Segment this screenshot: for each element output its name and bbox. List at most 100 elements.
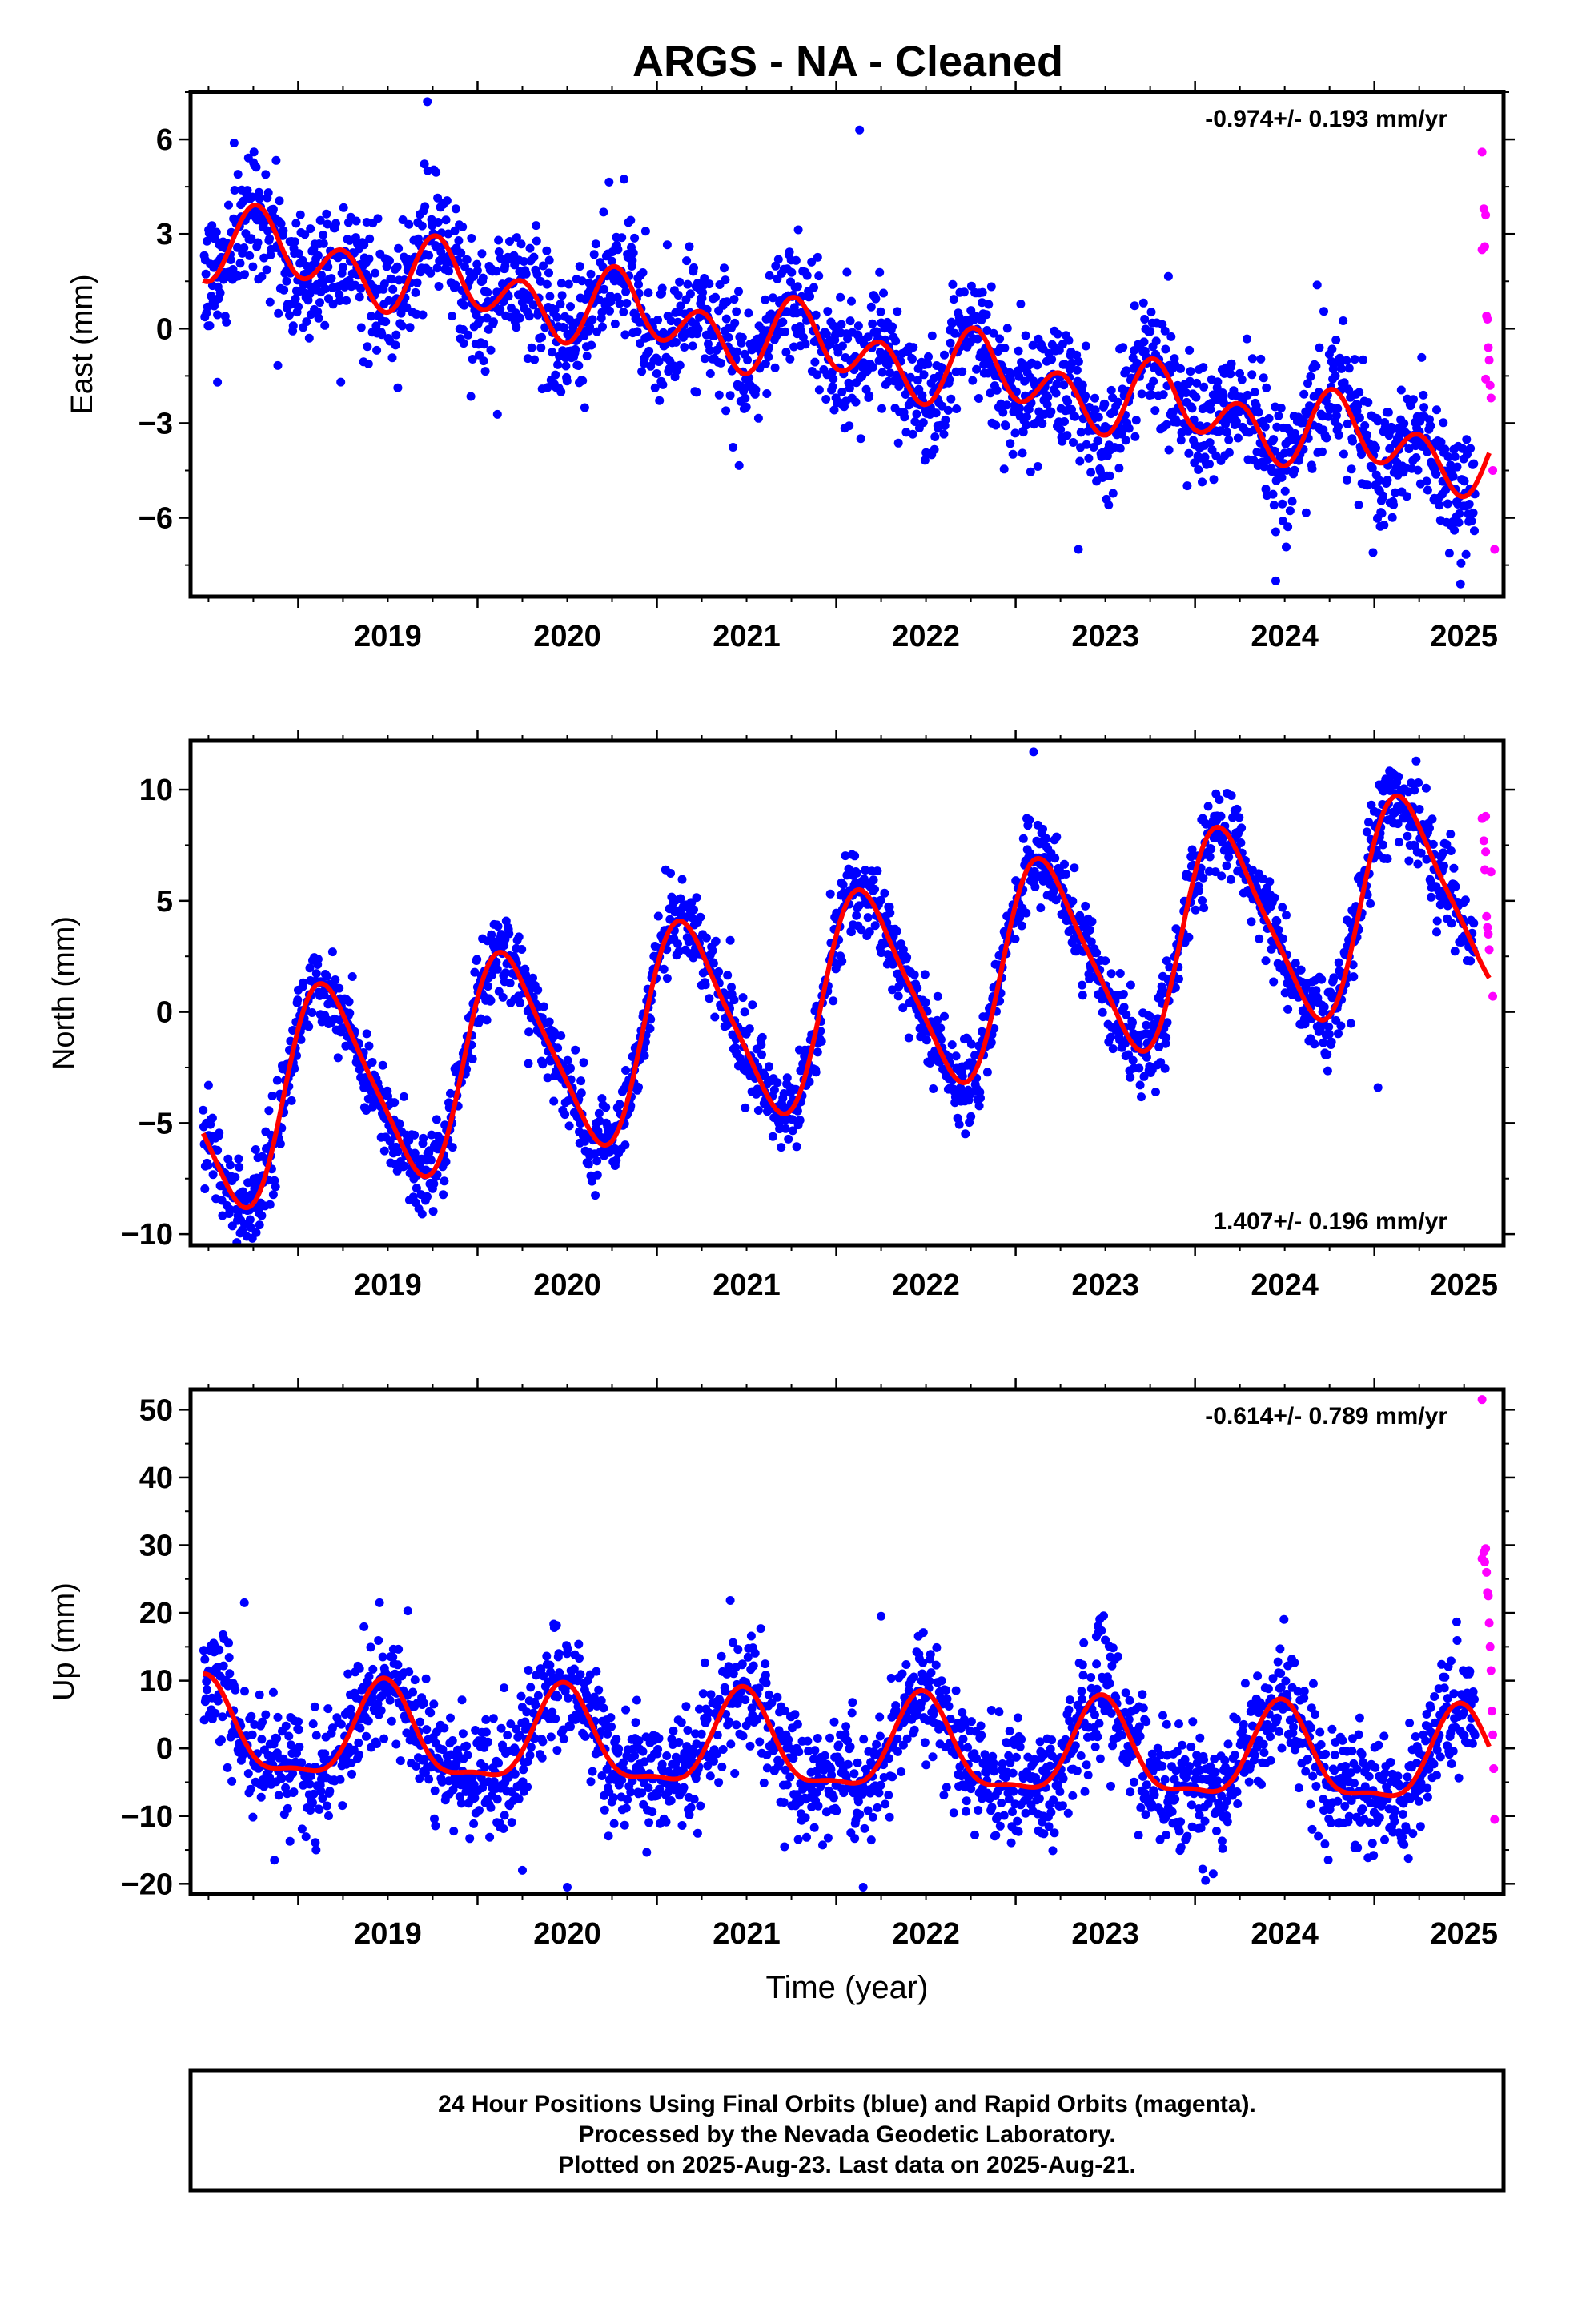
final-point	[1226, 875, 1235, 884]
final-point	[714, 390, 724, 400]
final-point	[288, 1769, 298, 1779]
final-point	[615, 1100, 624, 1109]
final-point	[1070, 863, 1079, 873]
final-point	[999, 464, 1009, 474]
final-point	[1349, 972, 1359, 982]
final-point	[362, 1731, 371, 1741]
final-point	[1270, 893, 1279, 903]
final-point	[295, 210, 305, 219]
final-point	[1467, 517, 1476, 526]
final-point	[1421, 783, 1431, 793]
final-point	[1186, 367, 1195, 376]
final-point	[1030, 883, 1040, 891]
final-point	[272, 1734, 282, 1743]
final-point	[658, 380, 668, 389]
final-point	[1050, 854, 1060, 863]
final-point	[709, 959, 718, 968]
final-point	[1162, 420, 1171, 429]
final-point	[605, 306, 614, 316]
final-point	[277, 1774, 287, 1783]
final-point	[339, 263, 347, 272]
final-point	[1319, 307, 1328, 316]
final-point	[1387, 422, 1396, 432]
final-point	[319, 991, 329, 1000]
final-point	[1362, 827, 1371, 837]
final-point	[591, 1191, 600, 1200]
final-point	[1247, 917, 1256, 927]
final-point	[1198, 896, 1207, 905]
final-point	[1348, 436, 1357, 446]
final-point	[213, 377, 223, 387]
final-point	[1176, 364, 1186, 373]
final-point	[1428, 839, 1438, 849]
final-point	[234, 1154, 243, 1164]
final-point	[845, 421, 854, 431]
final-point	[850, 851, 860, 861]
final-point	[1052, 832, 1062, 842]
final-point	[675, 277, 685, 287]
final-point	[788, 1126, 797, 1136]
final-point	[265, 234, 275, 243]
final-point	[295, 1742, 304, 1751]
final-point	[929, 1084, 938, 1093]
final-point	[211, 227, 221, 237]
final-point	[542, 279, 552, 289]
final-point	[207, 1113, 217, 1123]
final-point	[781, 327, 790, 336]
final-point	[199, 1646, 208, 1655]
final-point	[851, 397, 861, 407]
final-point	[203, 1080, 213, 1090]
final-point	[200, 1184, 210, 1193]
final-point	[1272, 916, 1282, 926]
final-point	[290, 1063, 299, 1073]
final-point	[411, 287, 420, 297]
final-point	[323, 1704, 333, 1714]
final-point	[729, 295, 739, 304]
final-point	[1468, 508, 1478, 517]
final-point	[847, 296, 856, 306]
final-point	[1006, 369, 1016, 379]
final-point	[420, 159, 429, 169]
final-point	[813, 1047, 822, 1057]
final-point	[745, 1024, 754, 1034]
final-point	[1404, 856, 1414, 866]
final-point	[852, 911, 861, 920]
model-fit-line	[202, 203, 1492, 500]
final-point	[1264, 414, 1274, 423]
final-point	[363, 1716, 373, 1726]
final-point	[356, 323, 366, 332]
final-point	[582, 352, 592, 361]
final-point	[1081, 901, 1090, 911]
final-point	[460, 262, 469, 271]
rapid-point	[1484, 929, 1493, 939]
final-point	[689, 953, 698, 963]
final-point	[863, 913, 873, 923]
final-point	[705, 369, 715, 378]
final-point	[823, 307, 833, 316]
final-point	[308, 1798, 317, 1807]
final-point	[876, 307, 885, 316]
final-point	[381, 317, 391, 327]
final-point	[989, 328, 998, 338]
final-point	[404, 1667, 414, 1677]
final-point	[229, 139, 239, 147]
final-point	[379, 1734, 389, 1743]
rapid-point	[1481, 374, 1491, 384]
final-point	[1462, 435, 1472, 444]
final-point	[621, 287, 631, 296]
final-point	[1118, 343, 1128, 352]
final-point	[422, 1725, 432, 1735]
final-point	[391, 1739, 401, 1749]
final-point	[374, 1636, 383, 1645]
final-point	[1329, 360, 1339, 369]
final-point	[373, 214, 383, 223]
final-point	[400, 1092, 408, 1101]
final-point	[829, 374, 838, 384]
final-point	[268, 204, 278, 214]
final-point	[432, 1115, 441, 1124]
final-point	[265, 1773, 275, 1782]
final-point	[338, 1801, 347, 1811]
final-point	[257, 1735, 267, 1744]
final-point	[877, 368, 887, 377]
final-point	[1224, 852, 1234, 862]
